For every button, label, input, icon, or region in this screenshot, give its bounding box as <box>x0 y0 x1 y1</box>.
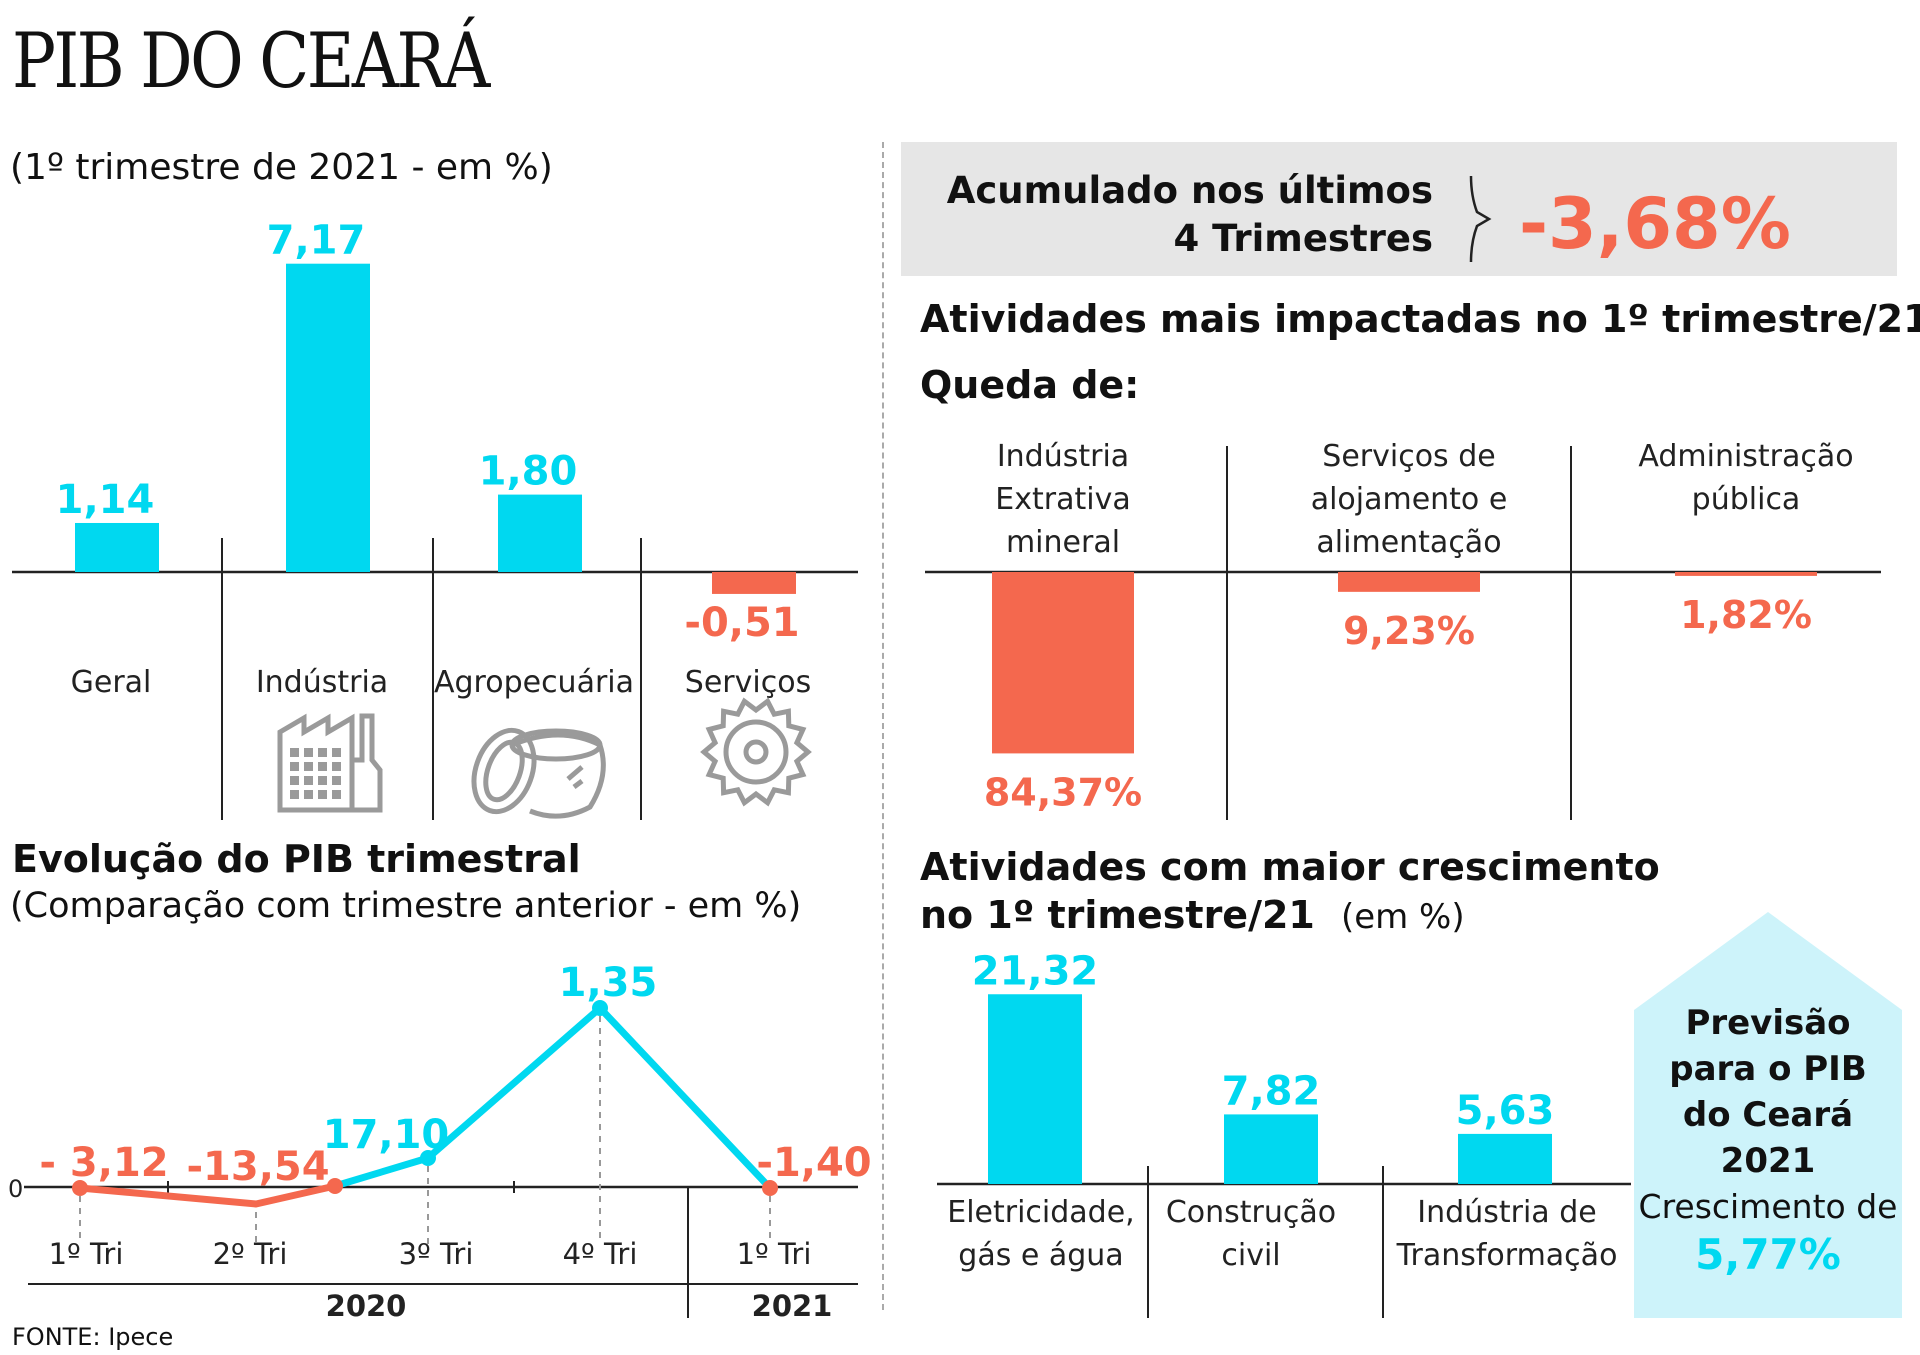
impacted-category-label: Indústria <box>997 439 1129 474</box>
sector-bar <box>286 263 370 572</box>
year-label: 2021 <box>752 1289 833 1323</box>
sector-value-label: -0,51 <box>684 600 799 646</box>
impacted-subtitle: Queda de: <box>920 363 1140 407</box>
growth-unit: (em %) <box>1340 897 1465 937</box>
sector-category-label: Agropecuária <box>434 665 634 700</box>
page-title: PIB DO CEARÁ <box>12 16 490 105</box>
growth-bar <box>1458 1133 1552 1184</box>
line-category-label: 3º Tri <box>399 1237 474 1271</box>
impacted-category-label: Extrativa <box>995 482 1130 517</box>
impacted-value-label: 84,37% <box>984 770 1142 814</box>
summary-label-line1: Acumulado nos últimos <box>946 169 1433 212</box>
line-point <box>762 1180 778 1196</box>
growth-title-line2-wrap: no 1º trimestre/21 (em %) <box>920 892 1465 940</box>
impacted-value-label: 9,23% <box>1343 609 1475 653</box>
page-subtitle: (1º trimestre de 2021 - em %) <box>10 147 553 188</box>
line-series-negative <box>79 1182 336 1208</box>
sector-category-label: Indústria <box>256 665 388 700</box>
sector-category-label: Geral <box>71 665 152 700</box>
sector-bar <box>712 572 796 594</box>
sector-bar <box>498 494 582 572</box>
growth-category-label: Indústria de <box>1417 1195 1596 1230</box>
impacted-category-label: mineral <box>1006 525 1120 560</box>
factory-icon <box>277 713 383 813</box>
line-point <box>592 1000 608 1016</box>
impacted-category-label: Administração <box>1638 439 1853 474</box>
line-category-label: 1º Tri <box>737 1237 812 1271</box>
impacted-bar-chart: 84,37% Indústria Extrativa mineral 9,23% Serv… <box>925 439 1881 820</box>
impacted-category-label: alimentação <box>1316 525 1501 560</box>
impacted-value-label: 1,82% <box>1680 593 1812 637</box>
sector-value-label: 7,17 <box>267 218 366 264</box>
forecast-box: Previsão para o PIB do Ceará 2021 Cresci… <box>1634 1000 1902 1280</box>
summary-panel: Acumulado nos últimos 4 Trimestres -3,68… <box>901 142 1897 276</box>
growth-category-label: Construção <box>1166 1195 1336 1230</box>
growth-category-label: Transformação <box>1396 1238 1618 1273</box>
line-value-label: -1,40 <box>756 1140 870 1186</box>
impacted-category-label: Serviços de <box>1322 439 1495 474</box>
summary-value: -3,68% <box>1519 183 1791 265</box>
impacted-bar <box>1338 572 1480 592</box>
gear-icon <box>700 697 812 807</box>
line-value-label: -13,54 <box>186 1144 329 1190</box>
line-point <box>327 1178 343 1194</box>
forecast-line3: do Ceará 2021 <box>1682 1095 1854 1181</box>
line-point <box>72 1180 88 1196</box>
line-value-label: 17,10 <box>323 1112 450 1158</box>
sector-bar-chart: 1,14 Geral 7,17 Indústria 1,80 Agropecuária -0… <box>12 218 858 820</box>
growth-value-label: 5,63 <box>1456 1088 1555 1134</box>
growth-value-label: 21,32 <box>972 948 1099 994</box>
summary-label-line2: 4 Trimestres <box>1173 217 1433 260</box>
coconut-icon <box>471 727 606 819</box>
growth-bar-chart: 21,32 Eletricidade, gás e água 7,82 Construç… <box>937 948 1631 1318</box>
panel-divider <box>882 142 884 1310</box>
growth-title-line2: no 1º trimestre/21 <box>920 893 1315 937</box>
impacted-category-label: pública <box>1692 482 1801 517</box>
growth-bar <box>1224 1114 1318 1184</box>
forecast-line2: para o PIB <box>1669 1049 1867 1089</box>
line-series-positive <box>333 1004 773 1191</box>
forecast-value: 5,77% <box>1695 1230 1841 1279</box>
forecast-line4: Crescimento de <box>1638 1187 1898 1226</box>
evolution-subtitle: (Comparação com trimestre anterior - em … <box>10 886 802 926</box>
line-zero-label: 0 <box>8 1175 23 1203</box>
year-label: 2020 <box>326 1289 407 1323</box>
growth-category-label: gás e água <box>958 1238 1123 1273</box>
sector-category-label: Serviços <box>685 665 811 700</box>
growth-title-line1: Atividades com maior crescimento <box>920 845 1660 889</box>
impacted-bar <box>992 572 1134 754</box>
growth-category-label: civil <box>1221 1238 1280 1273</box>
sector-value-label: 1,14 <box>56 477 155 523</box>
growth-category-label: Eletricidade, <box>947 1195 1134 1230</box>
growth-bar <box>988 994 1082 1184</box>
growth-value-label: 7,82 <box>1222 1068 1321 1114</box>
line-category-label: 2º Tri <box>213 1237 288 1271</box>
line-category-label: 4º Tri <box>563 1237 638 1271</box>
line-value-label: 1,35 <box>559 960 658 1006</box>
line-point <box>420 1150 436 1166</box>
sector-bar <box>75 522 159 572</box>
line-category-label: 1º Tri <box>49 1237 124 1271</box>
forecast-line1: Previsão <box>1685 1003 1851 1043</box>
source-note: FONTE: Ipece <box>12 1323 174 1351</box>
brace-icon <box>1469 175 1492 263</box>
impacted-bar <box>1675 572 1817 576</box>
forecast-house-shape <box>1634 912 1902 1318</box>
evolution-line-chart: 0 1º Tri 2º Tri 3º Tri 4º Tri 1º Tri 2020 2021 -… <box>8 960 870 1323</box>
sector-value-label: 1,80 <box>479 449 578 495</box>
evolution-title: Evolução do PIB trimestral <box>12 837 581 881</box>
line-value-label: - 3,12 <box>39 1140 168 1186</box>
impacted-category-label: alojamento e <box>1311 482 1508 517</box>
impacted-title: Atividades mais impactadas no 1º trimest… <box>920 297 1920 341</box>
